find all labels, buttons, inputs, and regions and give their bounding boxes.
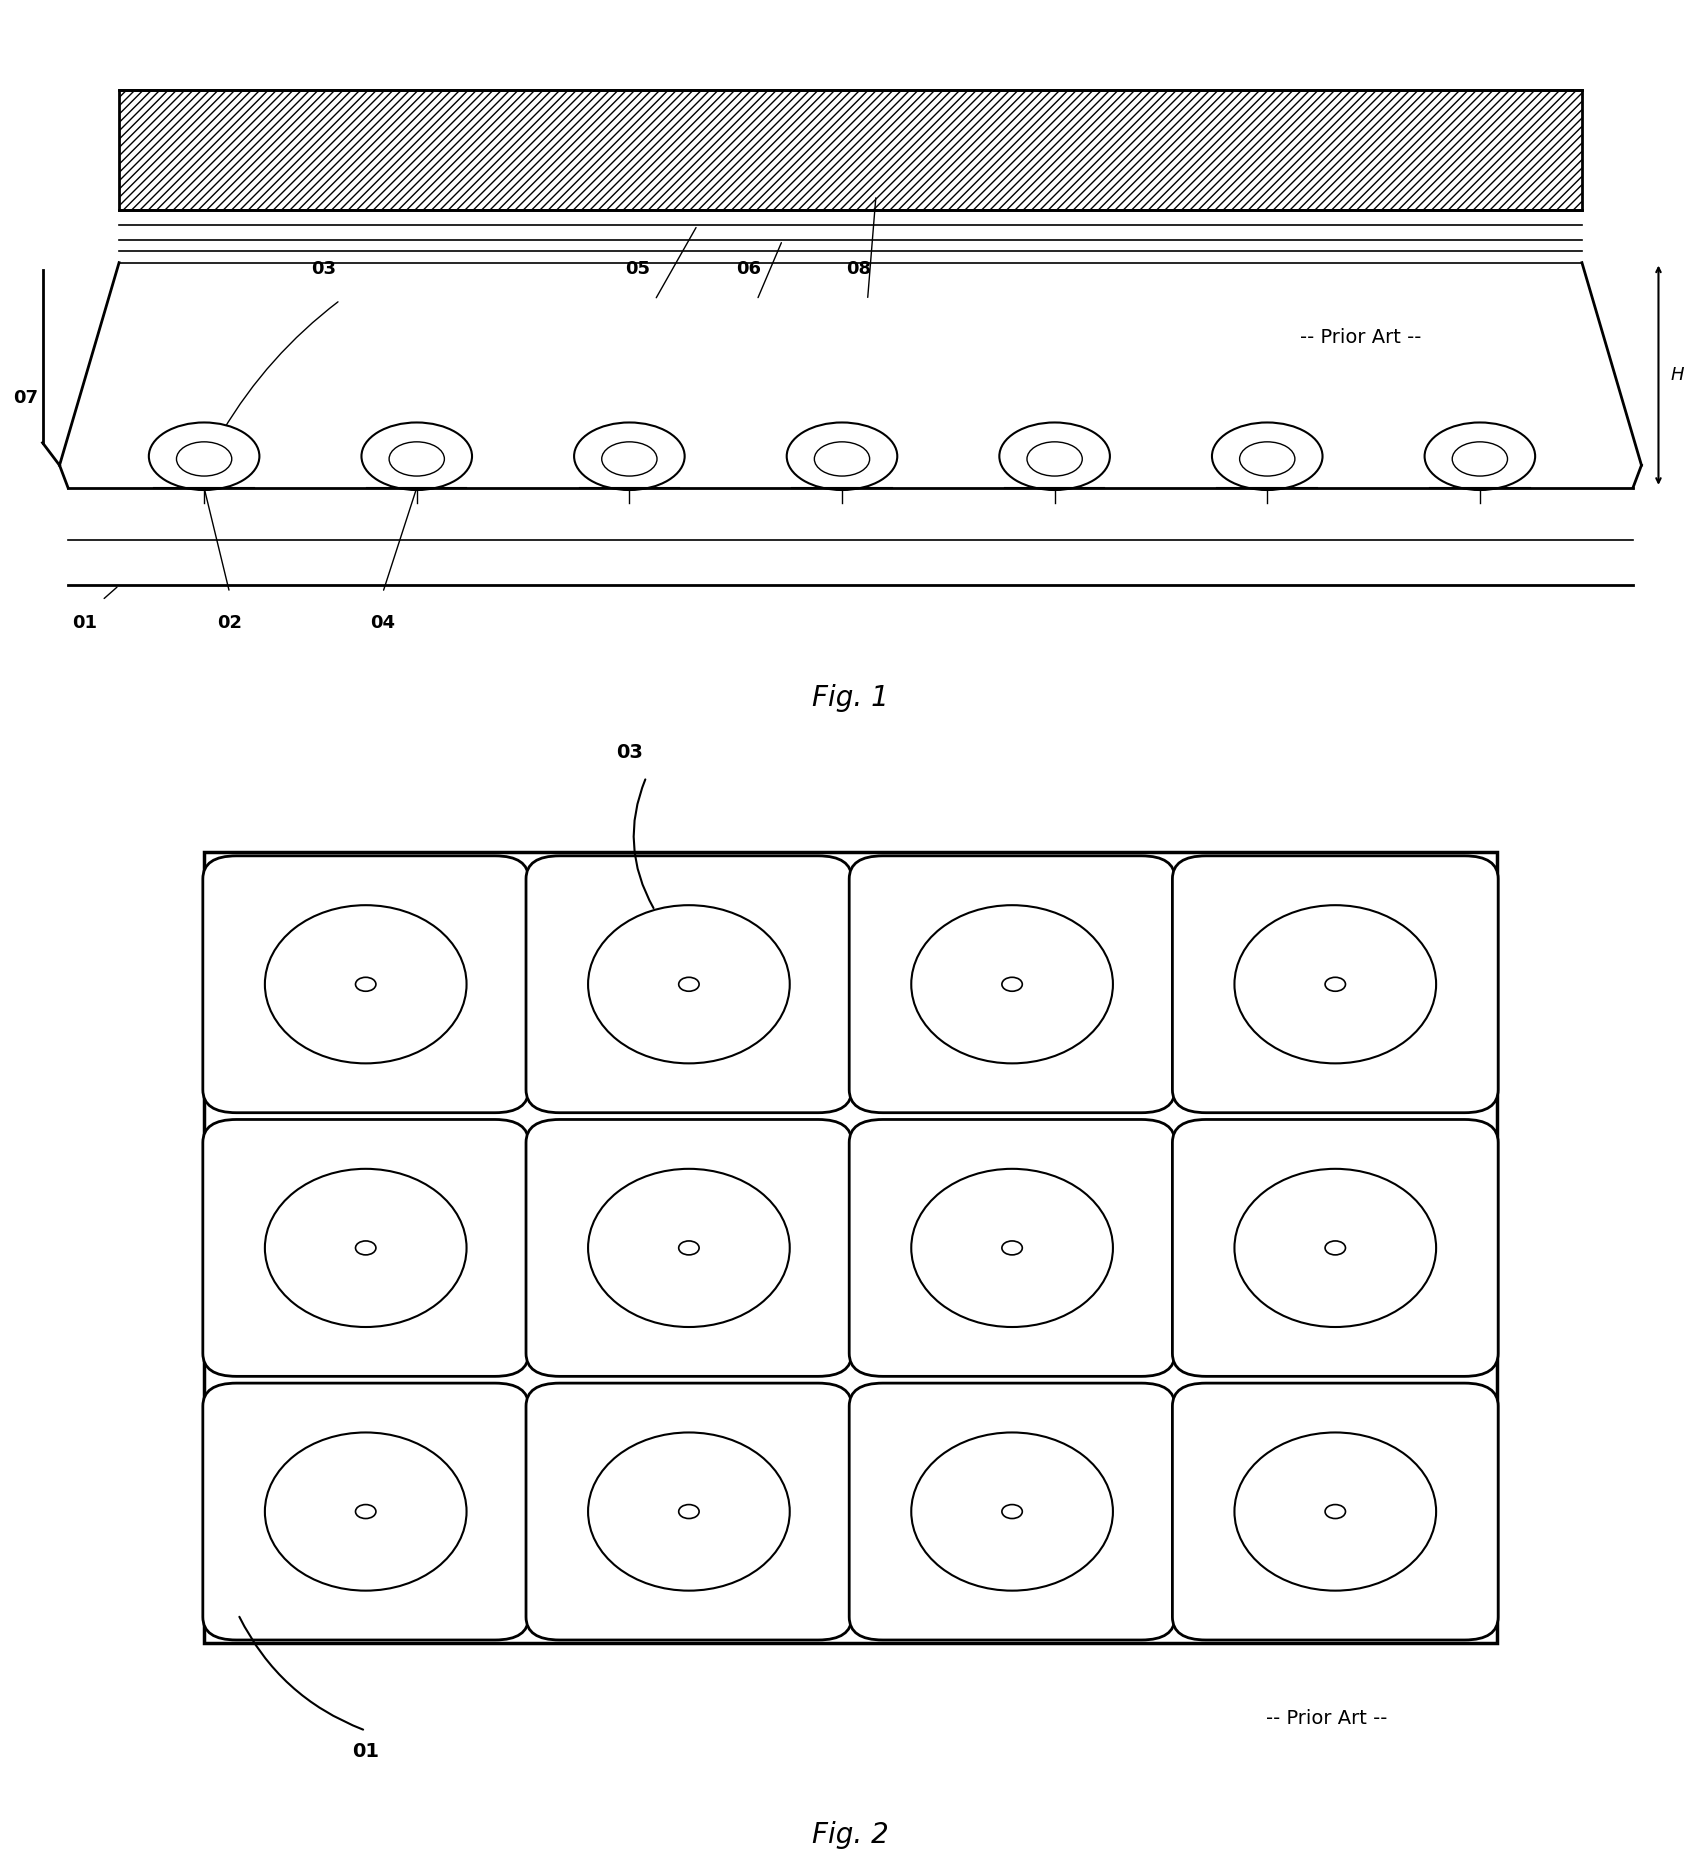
FancyBboxPatch shape: [202, 1383, 529, 1640]
Ellipse shape: [589, 1169, 789, 1326]
FancyBboxPatch shape: [1172, 1120, 1499, 1377]
Ellipse shape: [589, 906, 789, 1064]
Ellipse shape: [177, 443, 231, 477]
Ellipse shape: [602, 443, 657, 477]
Text: -- Prior Art --: -- Prior Art --: [1266, 1709, 1388, 1728]
Text: 05: 05: [626, 259, 650, 278]
Text: 01: 01: [352, 1743, 379, 1762]
Circle shape: [1325, 1505, 1345, 1518]
Ellipse shape: [998, 422, 1109, 490]
Ellipse shape: [1453, 443, 1507, 477]
Bar: [119, 90, 1582, 210]
Ellipse shape: [150, 422, 259, 490]
Circle shape: [356, 1505, 376, 1518]
FancyBboxPatch shape: [849, 1383, 1175, 1640]
Text: 04: 04: [371, 613, 395, 632]
Circle shape: [679, 977, 699, 991]
FancyBboxPatch shape: [526, 855, 852, 1112]
Text: 08: 08: [847, 259, 871, 278]
Text: 03: 03: [311, 259, 335, 278]
Circle shape: [1325, 1240, 1345, 1255]
Circle shape: [1325, 977, 1345, 991]
FancyBboxPatch shape: [202, 1120, 529, 1377]
Ellipse shape: [1240, 443, 1294, 477]
Circle shape: [1002, 1505, 1022, 1518]
Text: Fig. 2: Fig. 2: [811, 1822, 890, 1850]
Ellipse shape: [1211, 422, 1323, 490]
Text: 03: 03: [616, 743, 643, 762]
Circle shape: [1002, 1240, 1022, 1255]
Ellipse shape: [1235, 1433, 1436, 1591]
FancyBboxPatch shape: [526, 1383, 852, 1640]
FancyBboxPatch shape: [1172, 855, 1499, 1112]
Circle shape: [679, 1240, 699, 1255]
Text: -- Prior Art --: -- Prior Art --: [1300, 328, 1422, 347]
Circle shape: [356, 1240, 376, 1255]
Ellipse shape: [265, 906, 466, 1064]
Text: 01: 01: [73, 613, 97, 632]
Ellipse shape: [912, 906, 1112, 1064]
Text: H: H: [1670, 366, 1684, 385]
Ellipse shape: [912, 1169, 1112, 1326]
Ellipse shape: [1424, 422, 1534, 490]
FancyBboxPatch shape: [849, 855, 1175, 1112]
Text: 02: 02: [218, 613, 242, 632]
Ellipse shape: [589, 1433, 789, 1591]
Ellipse shape: [786, 422, 898, 490]
FancyBboxPatch shape: [202, 855, 529, 1112]
FancyBboxPatch shape: [526, 1120, 852, 1377]
Circle shape: [1002, 977, 1022, 991]
Ellipse shape: [265, 1169, 466, 1326]
Text: Fig. 1: Fig. 1: [811, 685, 890, 711]
Circle shape: [356, 977, 376, 991]
Text: 06: 06: [737, 259, 760, 278]
Ellipse shape: [912, 1433, 1112, 1591]
Ellipse shape: [815, 443, 869, 477]
Circle shape: [679, 1505, 699, 1518]
Bar: [204, 852, 1497, 1643]
Ellipse shape: [265, 1433, 466, 1591]
Ellipse shape: [390, 443, 444, 477]
Ellipse shape: [361, 422, 473, 490]
Ellipse shape: [1235, 1169, 1436, 1326]
FancyBboxPatch shape: [849, 1120, 1175, 1377]
Ellipse shape: [573, 422, 684, 490]
Text: 07: 07: [14, 388, 37, 407]
FancyBboxPatch shape: [1172, 1383, 1499, 1640]
Ellipse shape: [1235, 906, 1436, 1064]
Ellipse shape: [1027, 443, 1082, 477]
